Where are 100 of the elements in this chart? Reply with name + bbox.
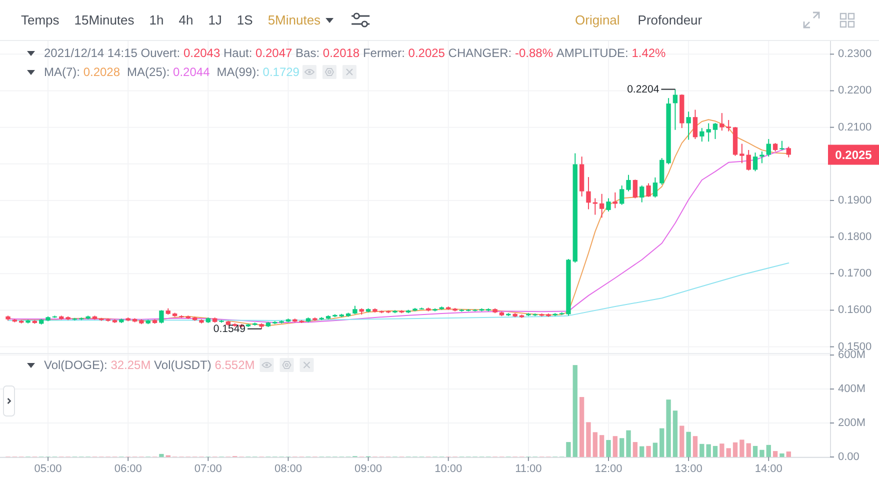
text: Original	[575, 12, 620, 28]
chart-title: 2021/12/14 14:15 Ouvert: 0.2043 Haut: 0.2047 Bas: 0.2018 Fermer: 0.2025 CHANGER: -0.88% AMPLITUDE: 1.42%	[44, 46, 666, 60]
bar	[640, 446, 644, 457]
y-tick-label: 0.1900	[838, 194, 872, 206]
bar	[652, 442, 658, 457]
candlestick	[672, 88, 678, 130]
bar	[632, 442, 638, 457]
candlestick	[726, 120, 731, 132]
x-tick-label: 06:00	[114, 463, 142, 475]
candlestick	[740, 143, 744, 164]
bar	[752, 446, 758, 457]
bar	[606, 440, 611, 457]
candlestick	[746, 150, 751, 171]
text: 4h	[178, 12, 194, 28]
line-series	[8, 262, 790, 321]
y-tick-label: 0.2025	[835, 148, 872, 162]
bar	[706, 444, 711, 457]
x-tick-label: 13:00	[674, 463, 702, 475]
annotation: MA(25): 0.2044	[127, 65, 210, 79]
candlestick	[159, 310, 164, 324]
bar	[666, 400, 671, 457]
candlestick	[660, 158, 664, 186]
text: 15Minutes	[74, 12, 135, 28]
y-tick-label: 0.2200	[838, 84, 872, 97]
y-tick-label: 0.2100	[838, 121, 872, 134]
text: 1J	[208, 12, 222, 28]
bar	[700, 444, 704, 457]
candlestick	[712, 122, 718, 140]
x-tick-label: 14:00	[754, 463, 782, 475]
candlestick	[612, 192, 618, 209]
bar	[740, 440, 744, 457]
text: 1h	[149, 12, 164, 28]
annotation: 0.1549	[213, 322, 246, 335]
x-tick-label: 05:00	[34, 463, 62, 475]
y-tick-label: 0.2300	[838, 48, 872, 60]
candlestick	[700, 128, 704, 142]
y-tick-label: 400M	[838, 383, 866, 396]
y-tick-label: 600M	[838, 349, 866, 362]
candlestick	[626, 174, 631, 192]
x-tick-label: 07:00	[194, 463, 222, 475]
bar	[686, 432, 691, 457]
bar	[579, 397, 584, 457]
candlestick	[752, 152, 758, 172]
annotation: 0.2204	[627, 83, 660, 96]
bar	[672, 410, 678, 457]
bar	[660, 428, 664, 457]
y-tick-label: 200M	[838, 417, 866, 430]
bar	[732, 442, 738, 457]
x-tick-label: 08:00	[274, 463, 302, 475]
bar	[692, 436, 698, 457]
bar	[786, 452, 791, 457]
bar	[760, 450, 764, 457]
candlestick	[586, 176, 591, 210]
y-tick-label: 0.1800	[838, 231, 872, 244]
candlestick	[706, 122, 711, 142]
chart-title: Vol(DOGE): 32.25M Vol(USDT) 6.552M	[44, 358, 255, 372]
bar	[620, 438, 624, 457]
candlestick	[692, 109, 698, 140]
candlestick	[599, 193, 604, 218]
bar	[572, 365, 578, 457]
text: 5Minutes	[268, 12, 322, 28]
candlestick	[646, 182, 651, 198]
x-tick-label: 09:00	[354, 463, 382, 475]
bar	[586, 422, 591, 457]
candlestick	[640, 184, 644, 203]
text: Temps	[21, 12, 60, 28]
candlestick	[592, 198, 598, 216]
y-tick-label: 0.1700	[838, 268, 872, 280]
candlestick	[632, 179, 638, 199]
bar	[766, 444, 771, 457]
candlestick	[786, 146, 791, 158]
candlestick	[780, 140, 784, 150]
candlestick	[652, 176, 658, 198]
candlestick	[766, 138, 771, 158]
annotation: MA(99): 0.1729	[216, 65, 300, 79]
bar	[599, 435, 604, 457]
text: 1S	[236, 12, 254, 28]
bar	[712, 446, 718, 457]
candlestick	[720, 112, 724, 132]
y-tick-label: 0.1600	[838, 304, 872, 316]
bar	[746, 443, 751, 457]
x-tick-label: 12:00	[594, 463, 622, 475]
x-tick-label: 10:00	[434, 463, 462, 475]
candlestick	[620, 184, 624, 206]
bar	[626, 430, 631, 457]
y-tick-label: 0.00	[838, 451, 860, 463]
bar	[159, 454, 164, 457]
x-tick-label: 11:00	[515, 463, 542, 475]
bar	[680, 426, 684, 457]
candlestick	[686, 111, 691, 140]
bar	[726, 448, 731, 457]
bar	[646, 446, 651, 457]
bar	[592, 432, 598, 457]
bar	[720, 444, 724, 457]
bar	[566, 442, 571, 457]
bar	[772, 451, 778, 457]
candlestick	[606, 198, 611, 212]
bar	[780, 453, 784, 457]
text: Profondeur	[638, 12, 703, 28]
annotation: MA(7): 0.2028	[44, 65, 120, 79]
